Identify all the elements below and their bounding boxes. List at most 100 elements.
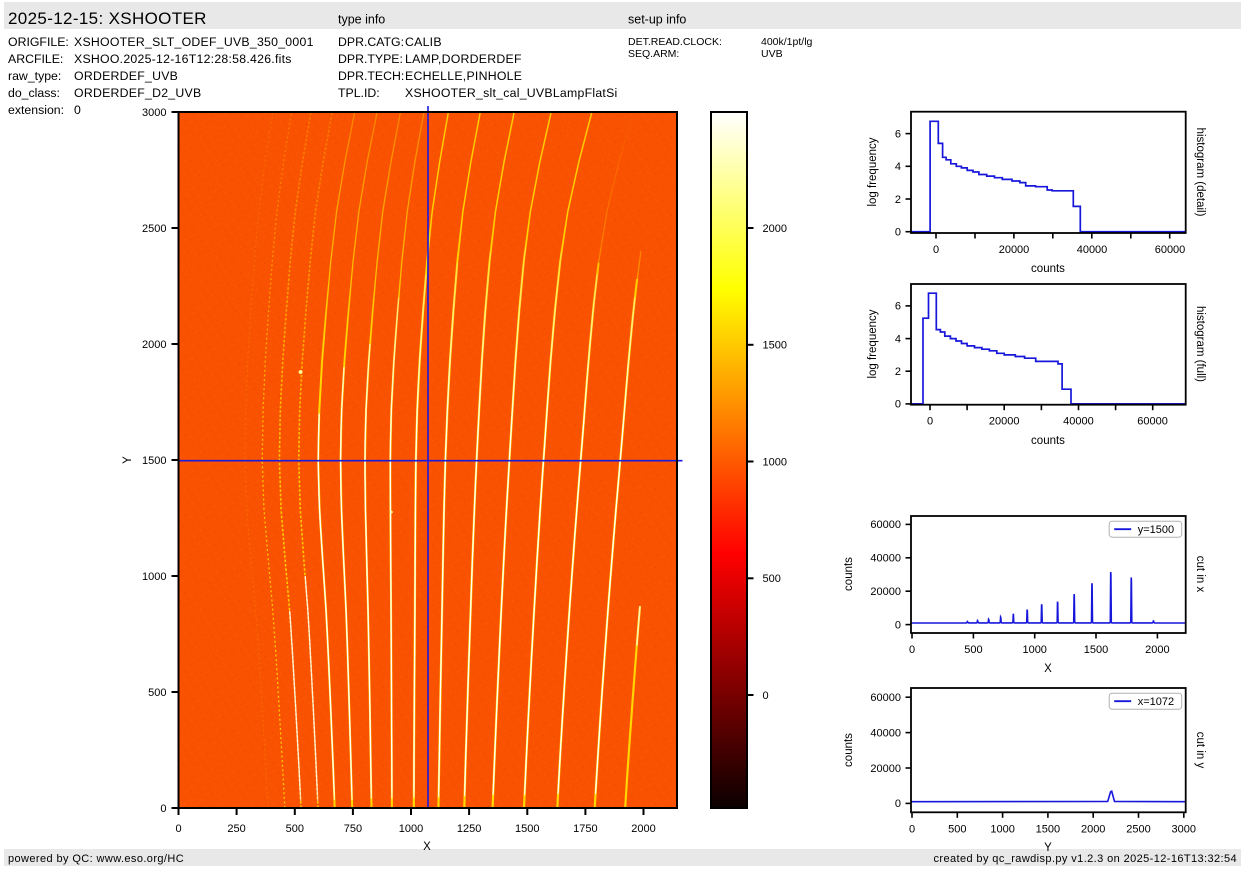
svg-text:0: 0 (175, 823, 181, 835)
svg-text:60000: 60000 (1155, 244, 1186, 256)
svg-text:1500: 1500 (142, 455, 166, 467)
svg-text:2: 2 (895, 194, 901, 206)
svg-text:2000: 2000 (142, 339, 166, 351)
svg-text:histogram (full): histogram (full) (1194, 306, 1206, 382)
svg-text:set-up info: set-up info (628, 13, 686, 27)
svg-text:0: 0 (74, 103, 81, 117)
svg-text:500: 500 (948, 823, 966, 835)
svg-text:60000: 60000 (870, 519, 901, 531)
svg-text:1000: 1000 (142, 571, 166, 583)
svg-text:Y: Y (1044, 842, 1052, 854)
svg-text:XSHOOTER_slt_cal_UVBLampFlatSi: XSHOOTER_slt_cal_UVBLampFlatSi (405, 86, 618, 100)
svg-text:counts: counts (1031, 435, 1065, 447)
svg-text:type info: type info (338, 13, 385, 27)
svg-text:DET.READ.CLOCK:: DET.READ.CLOCK: (628, 36, 722, 48)
svg-text:2000: 2000 (763, 223, 787, 235)
svg-text:40000: 40000 (870, 727, 901, 739)
svg-text:2000: 2000 (1081, 823, 1105, 835)
svg-text:0: 0 (909, 823, 915, 835)
svg-text:40000: 40000 (1077, 244, 1108, 256)
svg-text:1500: 1500 (1036, 823, 1060, 835)
svg-text:1000: 1000 (1022, 644, 1046, 656)
svg-text:40000: 40000 (870, 553, 901, 565)
svg-text:1500: 1500 (1084, 644, 1108, 656)
svg-text:500: 500 (964, 644, 982, 656)
svg-text:DPR.TECH:: DPR.TECH: (338, 69, 404, 83)
svg-text:3000: 3000 (1172, 823, 1196, 835)
svg-text:6: 6 (895, 301, 901, 313)
svg-text:2500: 2500 (1126, 823, 1150, 835)
svg-text:created by qc_rawdisp.py v1.2.: created by qc_rawdisp.py v1.2.3 on 2025-… (933, 853, 1237, 865)
svg-text:6: 6 (895, 128, 901, 140)
svg-text:20000: 20000 (870, 586, 901, 598)
svg-text:60000: 60000 (1137, 416, 1168, 428)
svg-text:1000: 1000 (399, 823, 423, 835)
svg-text:histogram (detail): histogram (detail) (1194, 128, 1206, 217)
svg-text:1250: 1250 (457, 823, 481, 835)
svg-text:400k/1pt/lg: 400k/1pt/lg (761, 36, 813, 48)
svg-text:log frequency: log frequency (867, 309, 879, 378)
svg-text:log frequency: log frequency (867, 137, 879, 206)
svg-text:500: 500 (763, 573, 781, 585)
svg-text:0: 0 (895, 798, 901, 810)
svg-text:LAMP,DORDERDEF: LAMP,DORDERDEF (405, 52, 522, 66)
svg-text:XSHOOTER_SLT_ODEF_UVB_350_0001: XSHOOTER_SLT_ODEF_UVB_350_0001 (74, 35, 314, 49)
svg-text:y=1500: y=1500 (1138, 524, 1174, 536)
svg-text:2000: 2000 (631, 823, 655, 835)
svg-text:DPR.CATG:: DPR.CATG: (338, 35, 404, 49)
svg-text:do_class:: do_class: (8, 86, 60, 100)
svg-text:2: 2 (895, 366, 901, 378)
svg-text:ORIGFILE:: ORIGFILE: (8, 35, 69, 49)
svg-text:X: X (1044, 663, 1052, 675)
svg-text:counts: counts (843, 557, 855, 591)
svg-text:ECHELLE,PINHOLE: ECHELLE,PINHOLE (405, 69, 522, 83)
svg-text:60000: 60000 (870, 692, 901, 704)
svg-text:Y: Y (122, 456, 134, 464)
svg-text:1000: 1000 (763, 456, 787, 468)
svg-text:0: 0 (909, 644, 915, 656)
svg-text:3000: 3000 (142, 107, 166, 119)
svg-text:CALIB: CALIB (405, 35, 442, 49)
svg-text:20000: 20000 (989, 416, 1020, 428)
svg-text:20000: 20000 (870, 763, 901, 775)
svg-text:0: 0 (933, 244, 939, 256)
svg-text:XSHOO.2025-12-16T12:28:58.426.: XSHOO.2025-12-16T12:28:58.426.fits (74, 52, 292, 66)
svg-text:SEQ.ARM:: SEQ.ARM: (628, 48, 679, 60)
svg-text:TPL.ID:: TPL.ID: (338, 86, 380, 100)
svg-text:40000: 40000 (1063, 416, 1094, 428)
svg-text:counts: counts (843, 733, 855, 767)
svg-text:x=1072: x=1072 (1138, 696, 1174, 708)
svg-text:0: 0 (895, 227, 901, 239)
svg-text:20000: 20000 (999, 244, 1030, 256)
svg-text:2025-12-15: XSHOOTER: 2025-12-15: XSHOOTER (8, 9, 207, 28)
svg-text:500: 500 (286, 823, 304, 835)
svg-text:ORDERDEF_UVB: ORDERDEF_UVB (74, 69, 178, 83)
svg-text:0: 0 (763, 690, 769, 702)
svg-text:500: 500 (148, 687, 166, 699)
svg-text:cut in x: cut in x (1194, 556, 1206, 593)
svg-text:powered by QC: www.eso.org/HC: powered by QC: www.eso.org/HC (8, 853, 184, 865)
svg-text:4: 4 (895, 333, 901, 345)
svg-text:counts: counts (1031, 263, 1065, 275)
svg-text:1500: 1500 (763, 340, 787, 352)
svg-text:2500: 2500 (142, 223, 166, 235)
svg-text:extension:: extension: (8, 103, 64, 117)
svg-text:4: 4 (895, 161, 901, 173)
svg-text:ORDERDEF_D2_UVB: ORDERDEF_D2_UVB (74, 86, 201, 100)
svg-text:750: 750 (344, 823, 362, 835)
svg-text:0: 0 (895, 619, 901, 631)
svg-text:1000: 1000 (990, 823, 1014, 835)
svg-text:raw_type:: raw_type: (8, 69, 61, 83)
svg-text:250: 250 (227, 823, 245, 835)
svg-text:0: 0 (895, 399, 901, 411)
svg-text:cut in y: cut in y (1194, 732, 1206, 769)
svg-text:0: 0 (160, 803, 166, 815)
svg-text:ARCFILE:: ARCFILE: (8, 52, 63, 66)
svg-text:2000: 2000 (1145, 644, 1169, 656)
svg-text:DPR.TYPE:: DPR.TYPE: (338, 52, 403, 66)
svg-text:UVB: UVB (761, 48, 783, 60)
svg-text:0: 0 (927, 416, 933, 428)
svg-text:1750: 1750 (573, 823, 597, 835)
svg-text:1500: 1500 (515, 823, 539, 835)
svg-text:X: X (423, 841, 431, 853)
